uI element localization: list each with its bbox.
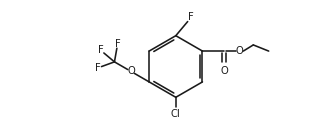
Text: F: F: [95, 63, 101, 73]
Text: O: O: [220, 66, 228, 76]
Text: F: F: [98, 45, 104, 55]
Text: F: F: [115, 39, 120, 49]
Text: F: F: [188, 12, 194, 22]
Text: O: O: [236, 46, 243, 56]
Text: O: O: [127, 66, 135, 76]
Text: Cl: Cl: [171, 109, 181, 119]
